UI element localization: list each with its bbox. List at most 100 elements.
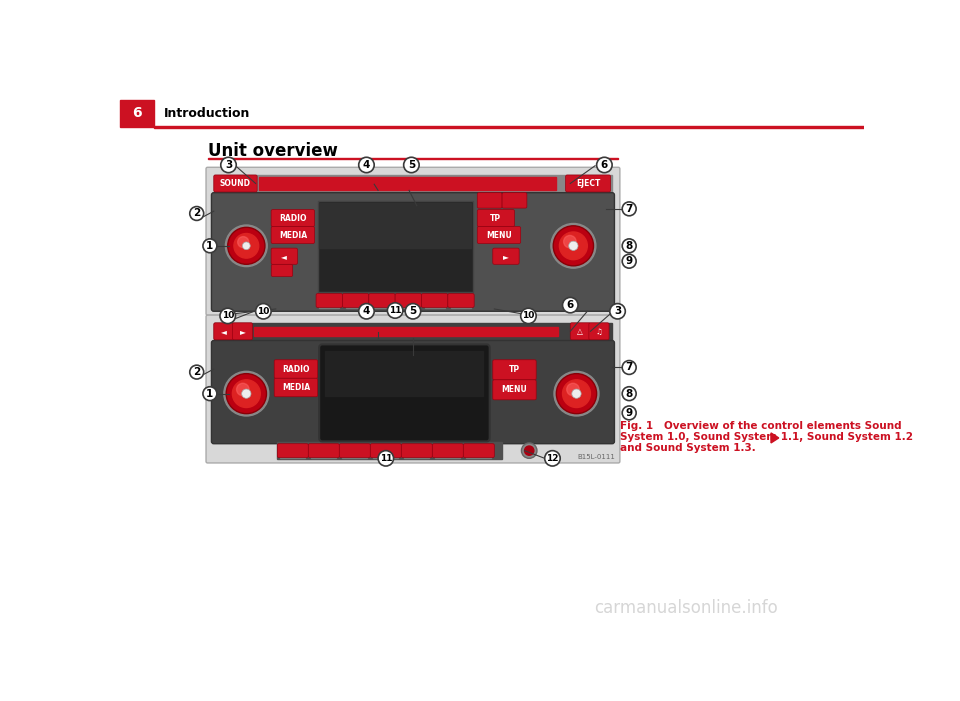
Circle shape <box>557 374 596 414</box>
FancyBboxPatch shape <box>570 323 590 340</box>
Circle shape <box>521 443 537 458</box>
Bar <box>372 306 392 308</box>
Bar <box>280 456 305 458</box>
Text: ♫: ♫ <box>595 327 602 336</box>
FancyBboxPatch shape <box>369 294 396 308</box>
Circle shape <box>227 374 267 414</box>
Polygon shape <box>771 433 779 443</box>
Text: 9: 9 <box>626 257 633 266</box>
Circle shape <box>566 383 579 396</box>
Circle shape <box>236 383 249 396</box>
Circle shape <box>553 226 593 266</box>
Text: 7: 7 <box>626 362 633 372</box>
Text: 3: 3 <box>225 160 232 170</box>
Bar <box>325 350 484 396</box>
Text: 7: 7 <box>626 204 633 214</box>
Text: 12: 12 <box>546 454 559 463</box>
FancyBboxPatch shape <box>396 294 421 308</box>
Circle shape <box>234 233 259 258</box>
Bar <box>343 456 368 458</box>
Bar <box>277 442 502 459</box>
FancyBboxPatch shape <box>477 193 502 208</box>
Text: RADIO: RADIO <box>279 214 306 223</box>
Bar <box>259 177 557 191</box>
Text: MEDIA: MEDIA <box>278 231 307 240</box>
Text: Unit overview: Unit overview <box>207 142 338 160</box>
Circle shape <box>551 224 596 268</box>
Text: ►: ► <box>239 327 246 336</box>
Circle shape <box>622 387 636 400</box>
Bar <box>207 158 618 159</box>
Text: 8: 8 <box>626 388 633 399</box>
FancyBboxPatch shape <box>339 444 371 458</box>
Circle shape <box>203 387 217 400</box>
Text: TP: TP <box>491 214 501 223</box>
Circle shape <box>190 207 204 220</box>
Text: carmanualsonline.info: carmanualsonline.info <box>594 599 778 617</box>
Circle shape <box>568 241 578 250</box>
FancyBboxPatch shape <box>447 294 474 308</box>
FancyBboxPatch shape <box>211 341 614 444</box>
FancyBboxPatch shape <box>319 344 490 442</box>
FancyBboxPatch shape <box>275 360 318 379</box>
Circle shape <box>610 304 625 319</box>
Text: and Sound System 1.3.: and Sound System 1.3. <box>620 443 756 453</box>
Bar <box>318 201 472 292</box>
Circle shape <box>554 372 599 416</box>
Circle shape <box>228 227 265 264</box>
FancyBboxPatch shape <box>502 193 527 208</box>
Text: SOUND: SOUND <box>220 179 251 188</box>
Text: 5: 5 <box>408 160 415 170</box>
FancyBboxPatch shape <box>271 210 315 226</box>
FancyBboxPatch shape <box>271 226 315 243</box>
Text: RADIO: RADIO <box>282 365 310 374</box>
Circle shape <box>596 157 612 172</box>
FancyBboxPatch shape <box>272 264 293 276</box>
FancyBboxPatch shape <box>492 248 519 264</box>
Text: 2: 2 <box>193 208 201 219</box>
Circle shape <box>226 225 267 266</box>
Circle shape <box>572 389 581 398</box>
FancyBboxPatch shape <box>232 323 252 340</box>
Circle shape <box>378 451 394 466</box>
Circle shape <box>388 303 403 318</box>
FancyBboxPatch shape <box>214 323 234 340</box>
FancyBboxPatch shape <box>371 444 401 458</box>
Text: 10: 10 <box>522 311 535 320</box>
Circle shape <box>622 254 636 268</box>
Circle shape <box>560 232 588 259</box>
Text: 3: 3 <box>614 306 621 316</box>
FancyBboxPatch shape <box>214 175 257 192</box>
Text: 10: 10 <box>257 307 270 315</box>
Bar <box>436 456 460 458</box>
Circle shape <box>563 297 578 313</box>
FancyBboxPatch shape <box>565 175 611 192</box>
Circle shape <box>622 202 636 216</box>
Bar <box>214 323 612 340</box>
Text: TP: TP <box>509 365 520 374</box>
Text: 8: 8 <box>626 241 633 251</box>
FancyBboxPatch shape <box>343 294 369 308</box>
Text: △: △ <box>577 327 584 336</box>
FancyBboxPatch shape <box>432 444 464 458</box>
Circle shape <box>221 157 236 172</box>
Circle shape <box>564 236 576 248</box>
Text: ►: ► <box>503 252 509 261</box>
Bar <box>398 306 419 308</box>
Circle shape <box>622 406 636 420</box>
Text: 6: 6 <box>132 107 142 121</box>
Circle shape <box>622 360 636 374</box>
FancyBboxPatch shape <box>206 168 620 315</box>
FancyBboxPatch shape <box>211 193 614 311</box>
Circle shape <box>203 239 217 253</box>
Text: 11: 11 <box>389 306 401 315</box>
Text: MEDIA: MEDIA <box>282 383 310 392</box>
Text: B15L-0111: B15L-0111 <box>577 454 615 460</box>
FancyBboxPatch shape <box>271 248 298 264</box>
Bar <box>451 306 471 308</box>
Circle shape <box>232 380 260 407</box>
FancyBboxPatch shape <box>277 444 308 458</box>
Circle shape <box>224 372 269 416</box>
Text: EJECT: EJECT <box>576 179 600 188</box>
Text: 1: 1 <box>206 388 213 399</box>
